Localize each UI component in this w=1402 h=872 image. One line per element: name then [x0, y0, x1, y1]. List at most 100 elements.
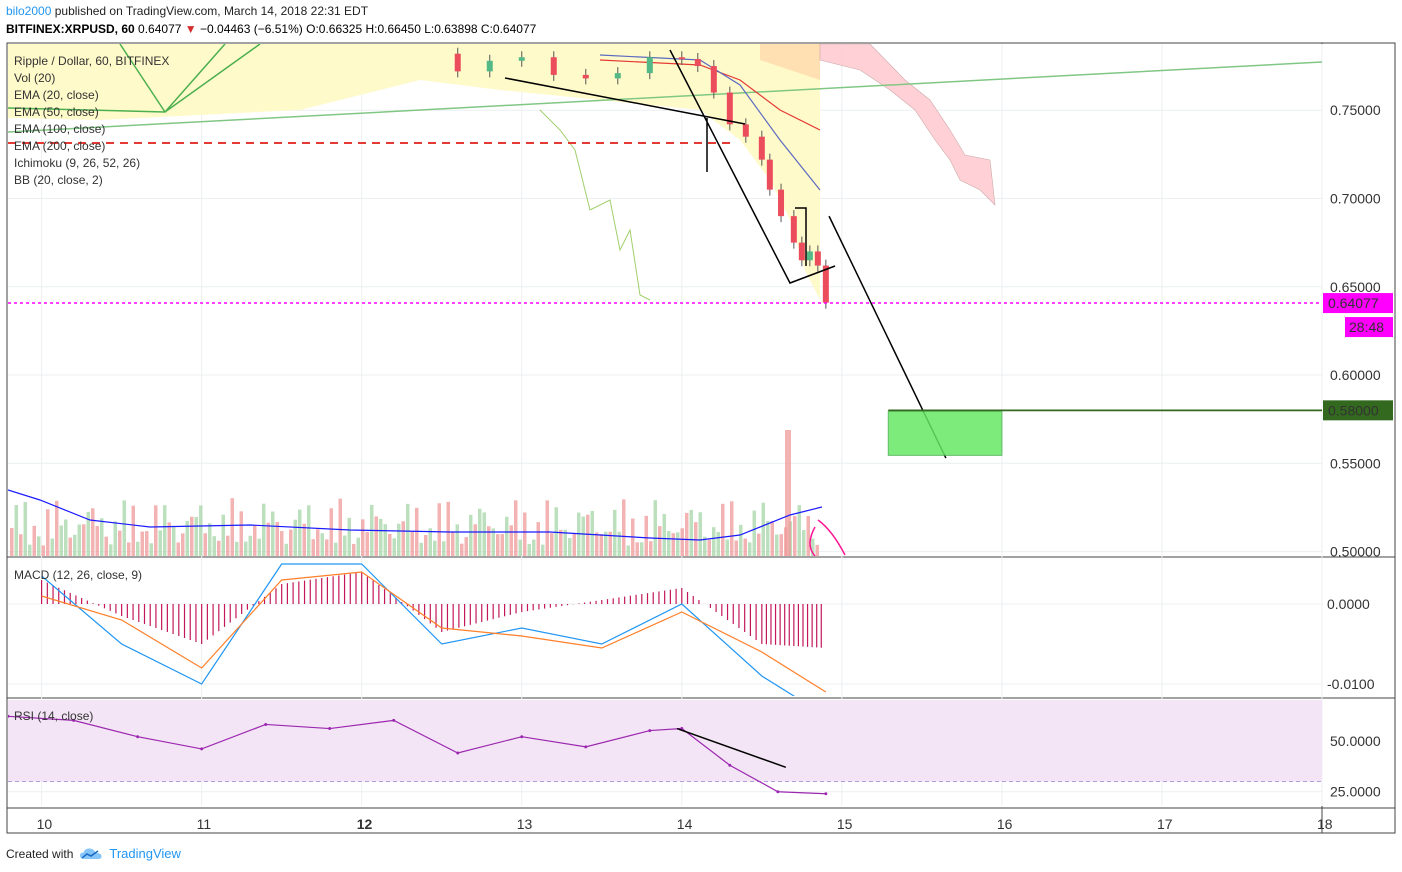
candle-bear	[822, 265, 829, 303]
volume-bar	[347, 517, 351, 556]
volume-bar	[586, 514, 590, 556]
candle-bear	[758, 136, 765, 160]
publish-text: published on TradingView.com, March 14, …	[54, 4, 369, 18]
volume-bar	[221, 514, 225, 556]
ichimoku-lagging-span	[539, 109, 651, 301]
candle-bear	[778, 189, 785, 217]
volume-bar	[77, 524, 81, 556]
volume-bar	[806, 515, 810, 556]
volume-bar	[622, 499, 626, 556]
footer: Created with TradingView	[6, 846, 181, 861]
volume-bar	[500, 533, 504, 556]
rsi-point	[328, 727, 332, 731]
volume-bar	[127, 542, 131, 556]
volume-bar	[266, 522, 270, 556]
legend-item[interactable]: Ripple / Dollar, 60, BITFINEX	[14, 54, 170, 68]
volume-bar	[617, 531, 621, 556]
volume-bar	[275, 521, 279, 556]
volume-bar	[676, 532, 680, 556]
volume-bar	[392, 538, 396, 556]
volume-bar	[176, 542, 180, 556]
legend-item[interactable]: BB (20, close, 2)	[14, 173, 103, 187]
volume-bar	[797, 505, 801, 556]
bollinger-band-fill	[8, 44, 820, 300]
volume-bar	[491, 528, 495, 556]
rsi-point	[456, 751, 460, 755]
volume-bar	[761, 502, 765, 556]
volume-bar	[343, 535, 347, 556]
legend-item[interactable]: EMA (20, close)	[14, 88, 99, 102]
volume-bar	[32, 525, 36, 556]
volume-bar	[815, 544, 819, 556]
volume-bar	[545, 500, 549, 556]
volume-bar	[316, 529, 320, 556]
time-tick-label: 11	[197, 816, 212, 832]
ema-50-line	[599, 54, 821, 191]
volume-bar	[356, 537, 360, 556]
volume-bar	[757, 533, 761, 556]
volume-bar	[599, 534, 603, 556]
volume-bar	[73, 534, 77, 556]
author-name[interactable]: bilo2000	[6, 4, 52, 18]
volume-bar	[280, 531, 284, 556]
price-tick-label: 0.75000	[1330, 102, 1381, 118]
volume-bar	[352, 543, 356, 556]
volume-bar	[397, 523, 401, 556]
rsi-point	[200, 747, 204, 751]
candle-bear	[814, 251, 821, 266]
volume-bar	[532, 539, 536, 556]
macd-tick-label: -0.0100	[1327, 676, 1375, 692]
volume-bar	[55, 500, 59, 556]
volume-bar	[365, 531, 369, 556]
volume-bar	[167, 522, 171, 556]
signal-line	[41, 571, 827, 693]
legend-item[interactable]: EMA (100, close)	[14, 122, 106, 136]
volume-bar	[469, 514, 473, 556]
volume-bar	[550, 533, 554, 556]
volume-bar	[455, 524, 459, 556]
volume-bar	[658, 526, 662, 556]
legend-item[interactable]: EMA (50, close)	[14, 105, 99, 119]
volume-bar	[64, 519, 68, 556]
volume-bar	[82, 524, 86, 556]
rsi-legend: RSI (14, close)	[14, 709, 93, 723]
volume-bar	[68, 537, 72, 556]
volume-bar	[437, 503, 441, 556]
legend-item[interactable]: Ichimoku (9, 26, 52, 26)	[14, 156, 141, 170]
legend-item[interactable]: EMA (200, close)	[14, 139, 106, 153]
volume-bar	[14, 505, 18, 556]
rsi-point	[584, 745, 588, 749]
volume-bar	[59, 525, 63, 556]
volume-bar	[770, 521, 774, 556]
legend-item[interactable]: Vol (20)	[14, 71, 56, 85]
rsi-point	[520, 735, 524, 739]
volume-bar	[338, 498, 342, 556]
volume-bar	[379, 518, 383, 556]
volume-bar	[262, 503, 266, 556]
volume-bar	[604, 531, 608, 556]
volume-bar	[271, 511, 275, 556]
volume-bar	[199, 505, 203, 556]
volume-bar	[185, 520, 189, 556]
volume-bar	[775, 534, 779, 556]
volume-bar	[293, 519, 297, 556]
volume-bar	[91, 508, 95, 556]
volume-bar	[572, 533, 576, 556]
rsi-pane	[8, 700, 1322, 796]
price-tick-label: 0.60000	[1330, 367, 1381, 383]
volume-bar	[653, 500, 657, 556]
candle-bear	[710, 66, 717, 93]
tradingview-brand[interactable]: TradingView	[109, 846, 181, 861]
volume-bar	[671, 533, 675, 556]
volume-bar	[320, 533, 324, 556]
volume-bar	[595, 532, 599, 556]
volume-bar	[514, 500, 518, 556]
volume-bar	[230, 498, 234, 556]
volume-bar	[361, 519, 365, 556]
tradingview-cloud-icon[interactable]	[79, 847, 103, 861]
candle-bear	[790, 216, 797, 243]
volume-bar	[257, 538, 261, 556]
volume-bar	[752, 510, 756, 556]
volume-bar	[716, 532, 720, 556]
